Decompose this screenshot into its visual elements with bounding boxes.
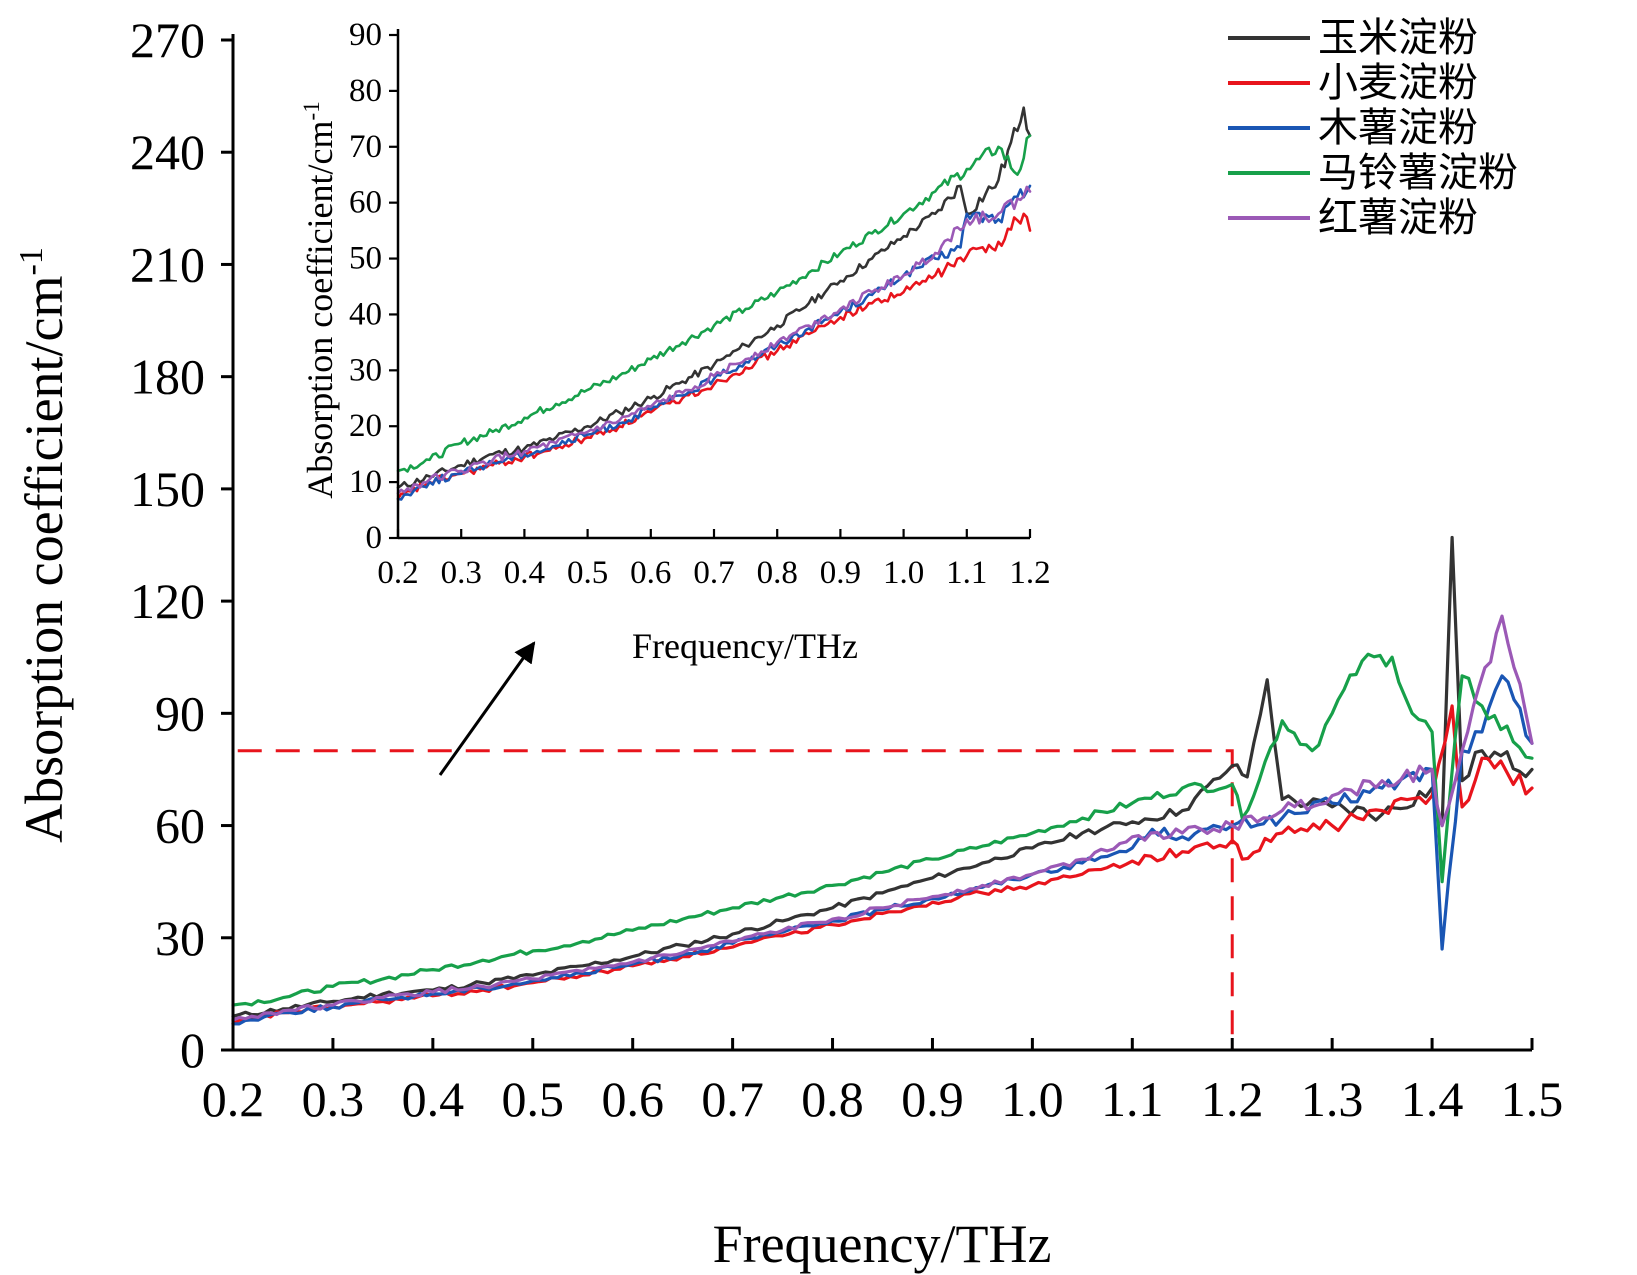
- inset-series-line-3: [396, 184, 1032, 501]
- highlight-rect: [231, 749, 1234, 1052]
- main-axes: 0.2 0.3 0.4 0.5 0.6 0.7 0.8 0.9 1.0 1.1 1.2 1.3 1.4 1…: [130, 12, 1563, 1127]
- main-y-tick-label: 270: [130, 12, 205, 68]
- inset-x-tick-label: 0.7: [693, 555, 734, 591]
- legend-label-2: 小麦淀粉: [1318, 60, 1478, 106]
- inset-y-tick-label: 90: [349, 17, 382, 53]
- inset-y-tick-label: 40: [349, 296, 382, 332]
- main-x-tick-label: 1.5: [1501, 1071, 1564, 1127]
- inset-axes: 0.2 0.3 0.4 0.5 0.6 0.7 0.8 0.9 1.0 1.1 1.2 0 10 20 30…: [349, 17, 1051, 591]
- inset-series-line-1: [396, 106, 1032, 489]
- main-x-tick-label: 0.8: [801, 1071, 864, 1127]
- inset-x-tick-label: 1.1: [946, 555, 987, 591]
- main-x-tick-label: 1.1: [1101, 1071, 1164, 1127]
- main-series-line-1: [231, 535, 1534, 1018]
- inset-x-tick-label: 1.0: [883, 555, 924, 591]
- inset-x-tick-label: 0.5: [567, 555, 608, 591]
- legend-label-3: 木薯淀粉: [1318, 105, 1478, 151]
- main-y-tick-label: 0: [180, 1022, 205, 1078]
- main-y-tick-label: 60: [155, 798, 205, 854]
- inset-series-line-5: [396, 185, 1032, 495]
- main-plot: 0.2 0.3 0.4 0.5 0.6 0.7 0.8 0.9 1.0 1.1 1.2 1.3 1.4 1…: [13, 12, 1563, 1274]
- inset-y-tick-label: 30: [349, 352, 382, 388]
- inset-series-line-4: [396, 134, 1032, 473]
- inset-y-tick-label: 70: [349, 129, 382, 165]
- inset-x-axis-title: Frequency/THz: [632, 626, 858, 666]
- inset-y-tick-label: 50: [349, 241, 382, 277]
- main-series-group: [231, 535, 1534, 1026]
- legend-label-4: 马铃薯淀粉: [1318, 150, 1518, 196]
- inset-x-tick-label: 0.9: [820, 555, 861, 591]
- main-x-tick-label: 1.0: [1001, 1071, 1064, 1127]
- main-y-tick-label: 150: [130, 461, 205, 517]
- main-x-tick-label: 0.6: [601, 1071, 664, 1127]
- inset-y-tick-label: 0: [366, 520, 383, 556]
- main-y-tick-label: 120: [130, 573, 205, 629]
- main-y-tick-label: 210: [130, 236, 205, 292]
- main-x-tick-label: 0.5: [502, 1071, 565, 1127]
- inset-plot: 0.2 0.3 0.4 0.5 0.6 0.7 0.8 0.9 1.0 1.1 1.2 0 10 20 30…: [299, 17, 1051, 666]
- legend-label-1: 玉米淀粉: [1318, 15, 1478, 61]
- main-x-tick-label: 0.9: [901, 1071, 964, 1127]
- zoom-highlight-box: [231, 749, 1234, 1052]
- main-x-tick-label: 0.2: [202, 1071, 265, 1127]
- main-y-tick-label: 90: [155, 685, 205, 741]
- inset-y-tick-label: 60: [349, 185, 382, 221]
- inset-y-tick-label: 80: [349, 73, 382, 109]
- main-y-axis-title: Absorption coefficient/cm-1: [13, 247, 74, 843]
- main-series-line-3: [231, 674, 1534, 1026]
- inset-x-tick-label: 0.2: [377, 555, 418, 591]
- main-y-tick-label: 180: [130, 349, 205, 405]
- inset-x-tick-label: 0.3: [441, 555, 482, 591]
- main-x-tick-label: 0.7: [701, 1071, 764, 1127]
- inset-series-group: [396, 106, 1032, 501]
- main-x-axis-title: Frequency/THz: [713, 1214, 1052, 1274]
- inset-y-tick-label: 20: [349, 408, 382, 444]
- inset-y-axis-title: Absorption coefficient/cm-1: [299, 101, 340, 498]
- inset-x-tick-label: 0.6: [630, 555, 671, 591]
- inset-x-tick-label: 0.4: [504, 555, 545, 591]
- inset-x-tick-label: 0.8: [757, 555, 798, 591]
- main-x-tick-label: 1.4: [1401, 1071, 1464, 1127]
- main-y-tick-label: 240: [130, 124, 205, 180]
- inset-series-line-2: [396, 212, 1032, 501]
- main-series-line-5: [231, 614, 1534, 1022]
- main-series-line-2: [231, 704, 1534, 1026]
- inset-y-tick-label: 10: [349, 464, 382, 500]
- main-y-tick-label: 30: [155, 910, 205, 966]
- main-x-tick-label: 0.3: [302, 1071, 365, 1127]
- main-x-tick-label: 0.4: [402, 1071, 465, 1127]
- main-x-tick-label: 1.3: [1301, 1071, 1364, 1127]
- main-series-line-4: [231, 652, 1534, 1007]
- zoom-arrow: [438, 641, 536, 776]
- inset-x-tick-label: 1.2: [1009, 555, 1050, 591]
- main-x-tick-label: 1.2: [1201, 1071, 1264, 1127]
- legend-label-5: 红薯淀粉: [1318, 195, 1478, 241]
